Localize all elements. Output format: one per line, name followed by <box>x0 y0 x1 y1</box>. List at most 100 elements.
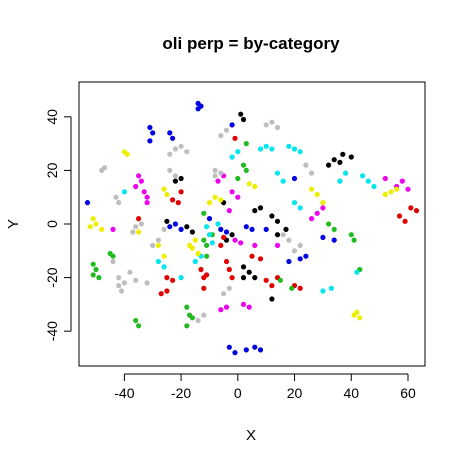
point-magenta-24 <box>240 301 247 307</box>
point-magenta-1 <box>138 178 144 184</box>
point-gray-5 <box>138 221 144 227</box>
point-cyan-24 <box>161 264 167 270</box>
point-red-14 <box>226 266 232 273</box>
point-magenta-6 <box>215 178 221 184</box>
point-gray-11 <box>118 288 125 294</box>
y-tick-label: -20 <box>44 267 60 287</box>
point-red-23 <box>396 213 403 219</box>
point-blue-15 <box>243 224 249 230</box>
point-gray-7 <box>127 269 133 275</box>
y-tick-label: 20 <box>44 162 60 178</box>
x-tick-label: -40 <box>114 385 134 401</box>
x-tick-label: -20 <box>171 385 191 401</box>
point-yellow-9 <box>189 245 195 251</box>
point-gray-27 <box>274 124 281 131</box>
point-yellow-5 <box>124 151 130 157</box>
point-cyan-10 <box>269 146 275 152</box>
point-yellow-14 <box>206 200 213 206</box>
point-magenta-18 <box>382 175 388 182</box>
chart-title: oli perp = by-category <box>162 34 340 53</box>
point-gray-25 <box>263 122 269 128</box>
point-blue-20 <box>297 256 303 262</box>
point-green-23 <box>351 237 357 243</box>
point-black-10 <box>257 205 264 211</box>
point-blue-2 <box>150 130 156 136</box>
point-red-11 <box>221 234 227 240</box>
point-green-22 <box>348 232 354 238</box>
point-gray-8 <box>133 277 139 283</box>
point-cyan-26 <box>328 285 334 291</box>
point-blue-0 <box>84 200 91 206</box>
point-green-8 <box>184 304 190 310</box>
point-cyan-2 <box>209 240 215 246</box>
point-green-14 <box>204 253 210 259</box>
point-green-7 <box>136 323 142 329</box>
y-axis-label: Y <box>5 219 22 229</box>
point-red-16 <box>249 253 255 259</box>
point-magenta-10 <box>226 208 232 214</box>
point-magenta-22 <box>218 307 224 313</box>
point-black-9 <box>252 208 258 214</box>
point-green-21 <box>331 226 337 232</box>
point-blue-4 <box>167 130 173 136</box>
point-cyan-13 <box>297 149 303 155</box>
point-cyan-12 <box>291 146 298 152</box>
point-black-25 <box>274 232 281 238</box>
point-cyan-17 <box>297 205 303 211</box>
point-gray-4 <box>133 224 139 230</box>
point-blue-10 <box>172 221 178 227</box>
point-blue-29 <box>229 122 235 128</box>
point-gray-26 <box>269 119 275 125</box>
point-yellow-12 <box>212 194 218 200</box>
point-magenta-3 <box>141 189 147 195</box>
x-tick-label: 0 <box>234 385 242 401</box>
point-magenta-5 <box>144 200 150 206</box>
point-red-17 <box>257 256 264 262</box>
point-gray-31 <box>150 242 156 248</box>
point-blue-28 <box>257 347 264 353</box>
point-yellow-18 <box>314 191 320 198</box>
series-black <box>164 111 354 302</box>
point-black-23 <box>283 226 289 232</box>
point-green-3 <box>96 275 102 281</box>
point-gray-10 <box>116 283 122 289</box>
point-green-0 <box>90 261 96 267</box>
point-green-17 <box>235 175 241 182</box>
point-green-6 <box>133 317 139 324</box>
point-black-5 <box>326 162 332 168</box>
point-gray-12 <box>116 275 122 281</box>
point-cyan-22 <box>371 183 377 190</box>
y-axis: -40 -20 0 20 40 <box>44 109 72 341</box>
point-red-18 <box>263 277 269 283</box>
point-black-6 <box>337 159 343 165</box>
point-yellow-19 <box>320 200 326 206</box>
series-gray <box>99 119 315 324</box>
point-blue-1 <box>147 124 153 131</box>
point-gray-18 <box>172 173 178 179</box>
point-gray-16 <box>184 149 190 155</box>
point-gray-21 <box>218 170 224 176</box>
point-red-24 <box>402 218 408 224</box>
point-magenta-0 <box>136 173 142 179</box>
plot-frame <box>78 81 426 367</box>
point-gray-34 <box>195 317 201 324</box>
point-black-15 <box>229 232 235 238</box>
point-green-2 <box>90 272 96 278</box>
point-yellow-15 <box>246 181 252 187</box>
point-green-15 <box>240 162 247 168</box>
point-gray-22 <box>212 173 218 179</box>
x-axis-label: X <box>246 427 256 444</box>
point-blue-25 <box>232 350 238 356</box>
point-gray-19 <box>167 167 173 173</box>
point-green-25 <box>289 285 295 291</box>
point-yellow-3 <box>99 226 105 232</box>
x-tick-label: 40 <box>343 385 359 401</box>
point-black-0 <box>238 111 244 117</box>
point-black-1 <box>240 116 247 123</box>
point-gray-38 <box>221 291 227 297</box>
point-black-7 <box>172 178 178 184</box>
point-magenta-15 <box>309 216 315 222</box>
point-green-27 <box>243 141 249 147</box>
point-red-22 <box>297 285 303 291</box>
